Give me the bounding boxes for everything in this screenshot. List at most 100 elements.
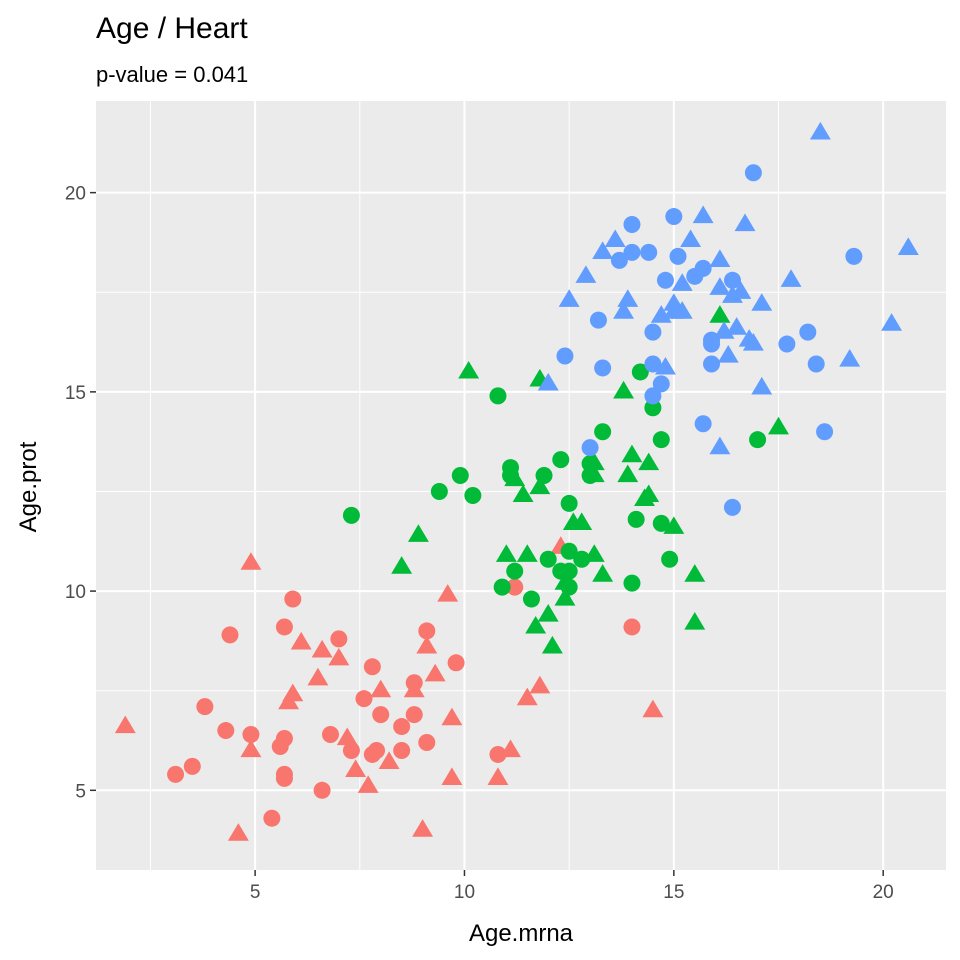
data-point-triangle (730, 281, 752, 299)
data-point-triangle (114, 715, 136, 734)
data-point-circle (489, 745, 507, 763)
data-point-triangle (412, 819, 434, 837)
data-point-circle (451, 467, 469, 485)
data-points (114, 121, 919, 841)
data-point-circle (665, 208, 683, 226)
data-point-circle (275, 769, 293, 787)
data-point-triangle (307, 667, 329, 686)
data-point-triangle (403, 679, 425, 698)
x-axis-title: Age.mrna (469, 920, 574, 947)
data-point-circle (644, 387, 662, 405)
data-point-triangle (525, 615, 547, 634)
data-point-circle (493, 578, 511, 596)
data-point-triangle (240, 552, 262, 570)
data-point-triangle (458, 360, 480, 379)
data-point-circle (749, 431, 767, 449)
data-point-triangle (571, 512, 593, 530)
data-point-triangle (583, 452, 605, 471)
data-point-circle (313, 781, 331, 799)
data-point-circle (275, 618, 293, 636)
data-point-triangle (575, 265, 597, 283)
data-point-circle (539, 550, 557, 568)
data-point-circle (418, 622, 436, 640)
data-point-circle (589, 311, 607, 329)
data-point-circle (652, 431, 670, 449)
data-point-triangle (881, 313, 903, 331)
data-point-circle (594, 359, 612, 377)
data-point-circle (560, 578, 578, 596)
data-point-triangle (780, 269, 802, 287)
data-point-circle (652, 375, 670, 393)
data-point-triangle (742, 333, 764, 351)
data-point-triangle (583, 464, 605, 483)
data-point-circle (581, 439, 599, 457)
data-point-circle (623, 618, 641, 636)
data-point-triangle (541, 635, 563, 654)
data-point-circle (372, 706, 390, 724)
data-point-triangle (290, 631, 312, 650)
data-point-circle (405, 706, 423, 724)
data-point-circle (652, 514, 670, 532)
data-point-circle (656, 271, 674, 289)
data-point-circle (355, 690, 373, 708)
data-point-triangle (709, 436, 731, 455)
data-point-circle (623, 243, 641, 261)
data-point-triangle (717, 345, 739, 363)
data-point-circle (778, 335, 796, 353)
data-point-circle (723, 498, 741, 516)
data-point-circle (560, 494, 578, 512)
data-point-circle (464, 486, 482, 504)
data-point-triangle (558, 289, 580, 307)
data-point-circle (631, 363, 649, 381)
data-point-triangle (613, 301, 635, 319)
data-point-circle (845, 247, 863, 265)
data-point-circle (661, 550, 679, 568)
data-point-triangle (734, 213, 756, 232)
data-point-triangle (516, 544, 538, 562)
data-point-triangle (751, 376, 773, 395)
data-point-circle (489, 387, 507, 405)
data-point-circle (703, 335, 721, 353)
data-point-triangle (441, 707, 463, 726)
data-point-triangle (529, 675, 551, 694)
data-point-circle (816, 423, 834, 441)
data-point-circle (217, 722, 235, 740)
data-point-circle (321, 726, 339, 744)
data-point-triangle (638, 484, 660, 503)
data-point-triangle (680, 229, 702, 248)
data-point-triangle (554, 588, 576, 606)
data-point-circle (556, 347, 574, 365)
data-point-triangle (529, 476, 551, 495)
data-point-triangle (537, 372, 559, 391)
data-point-circle (744, 164, 762, 182)
data-point-triangle (512, 484, 534, 503)
data-point-circle (623, 574, 641, 592)
data-point-circle (284, 590, 302, 608)
data-point-circle (330, 630, 348, 648)
data-point-triangle (726, 317, 748, 335)
data-point-triangle (839, 348, 861, 367)
data-point-triangle (642, 699, 664, 718)
data-point-circle (242, 726, 260, 744)
x-tick-label: 10 (454, 882, 475, 903)
data-point-triangle (311, 639, 333, 658)
data-point-triangle (391, 556, 413, 574)
data-point-circle (552, 451, 570, 469)
data-point-triangle (709, 249, 731, 267)
data-point-triangle (684, 564, 706, 582)
data-point-triangle (328, 647, 350, 666)
data-point-circle (342, 741, 360, 759)
data-point-circle (342, 506, 360, 524)
data-point-triangle (617, 464, 639, 483)
data-point-circle (627, 510, 645, 528)
data-point-circle (522, 590, 540, 608)
x-tick-label: 5 (250, 882, 261, 903)
chart-title: Age / Heart (96, 12, 248, 45)
y-axis: 5 10 15 20 (65, 184, 96, 802)
data-point-circle (506, 578, 524, 596)
data-point-circle (594, 423, 612, 441)
data-point-triangle (709, 305, 731, 323)
data-point-triangle (282, 683, 304, 702)
data-point-triangle (437, 584, 459, 602)
data-point-triangle (621, 444, 643, 463)
